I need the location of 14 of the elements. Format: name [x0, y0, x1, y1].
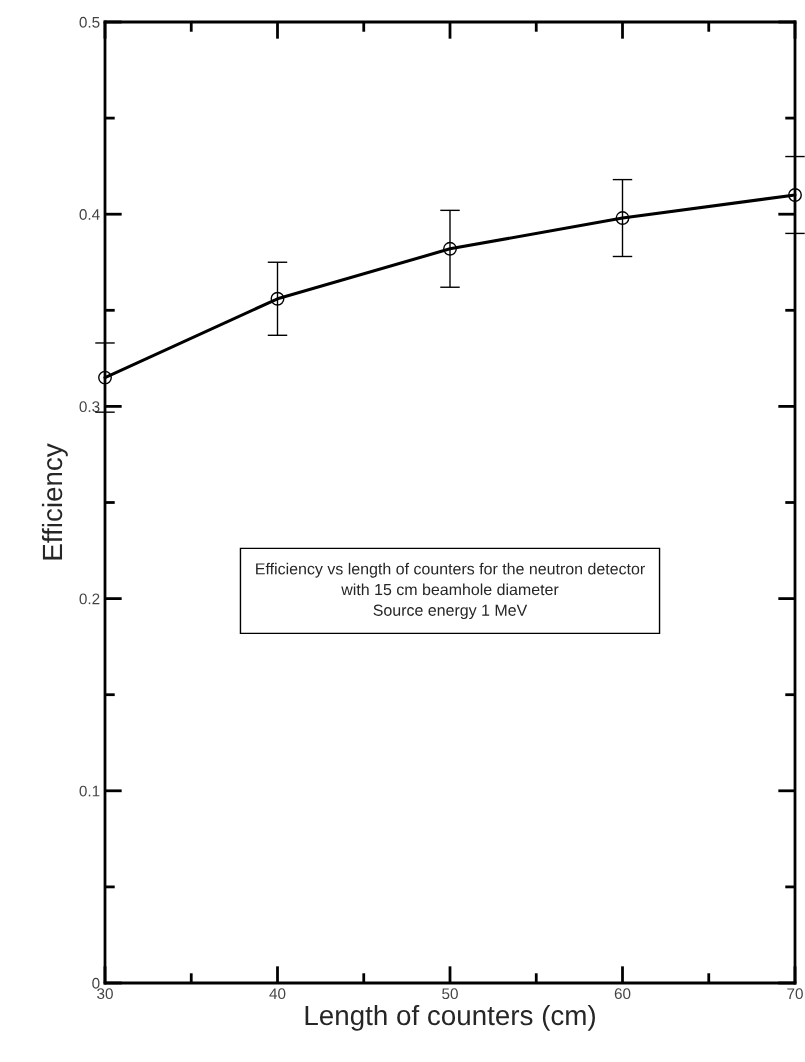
y-tick-label: 0.3 [79, 401, 100, 413]
x-axis-title: Length of counters (cm) [305, 1004, 595, 1031]
y-axis-title: Efficiency [41, 443, 68, 560]
y-tick-label: 0.5 [79, 16, 100, 28]
x-tick-label: 40 [269, 988, 286, 1000]
y-tick-label: 0.1 [79, 785, 100, 797]
y-tick-label: 0.2 [79, 593, 100, 605]
x-tick-label: 50 [442, 988, 458, 1000]
x-tick-label: 30 [97, 988, 113, 1000]
annotation: Efficiency vs length of counters for the neutron detector with 15 cm beamhole diameter Source energy 1 MeV [256, 562, 645, 620]
x-tick-label: 70 [787, 988, 803, 1000]
x-tick-label: 60 [614, 988, 631, 1000]
y-tick-label: 0.4 [79, 209, 100, 220]
y-tick-label: 0 [92, 977, 100, 989]
